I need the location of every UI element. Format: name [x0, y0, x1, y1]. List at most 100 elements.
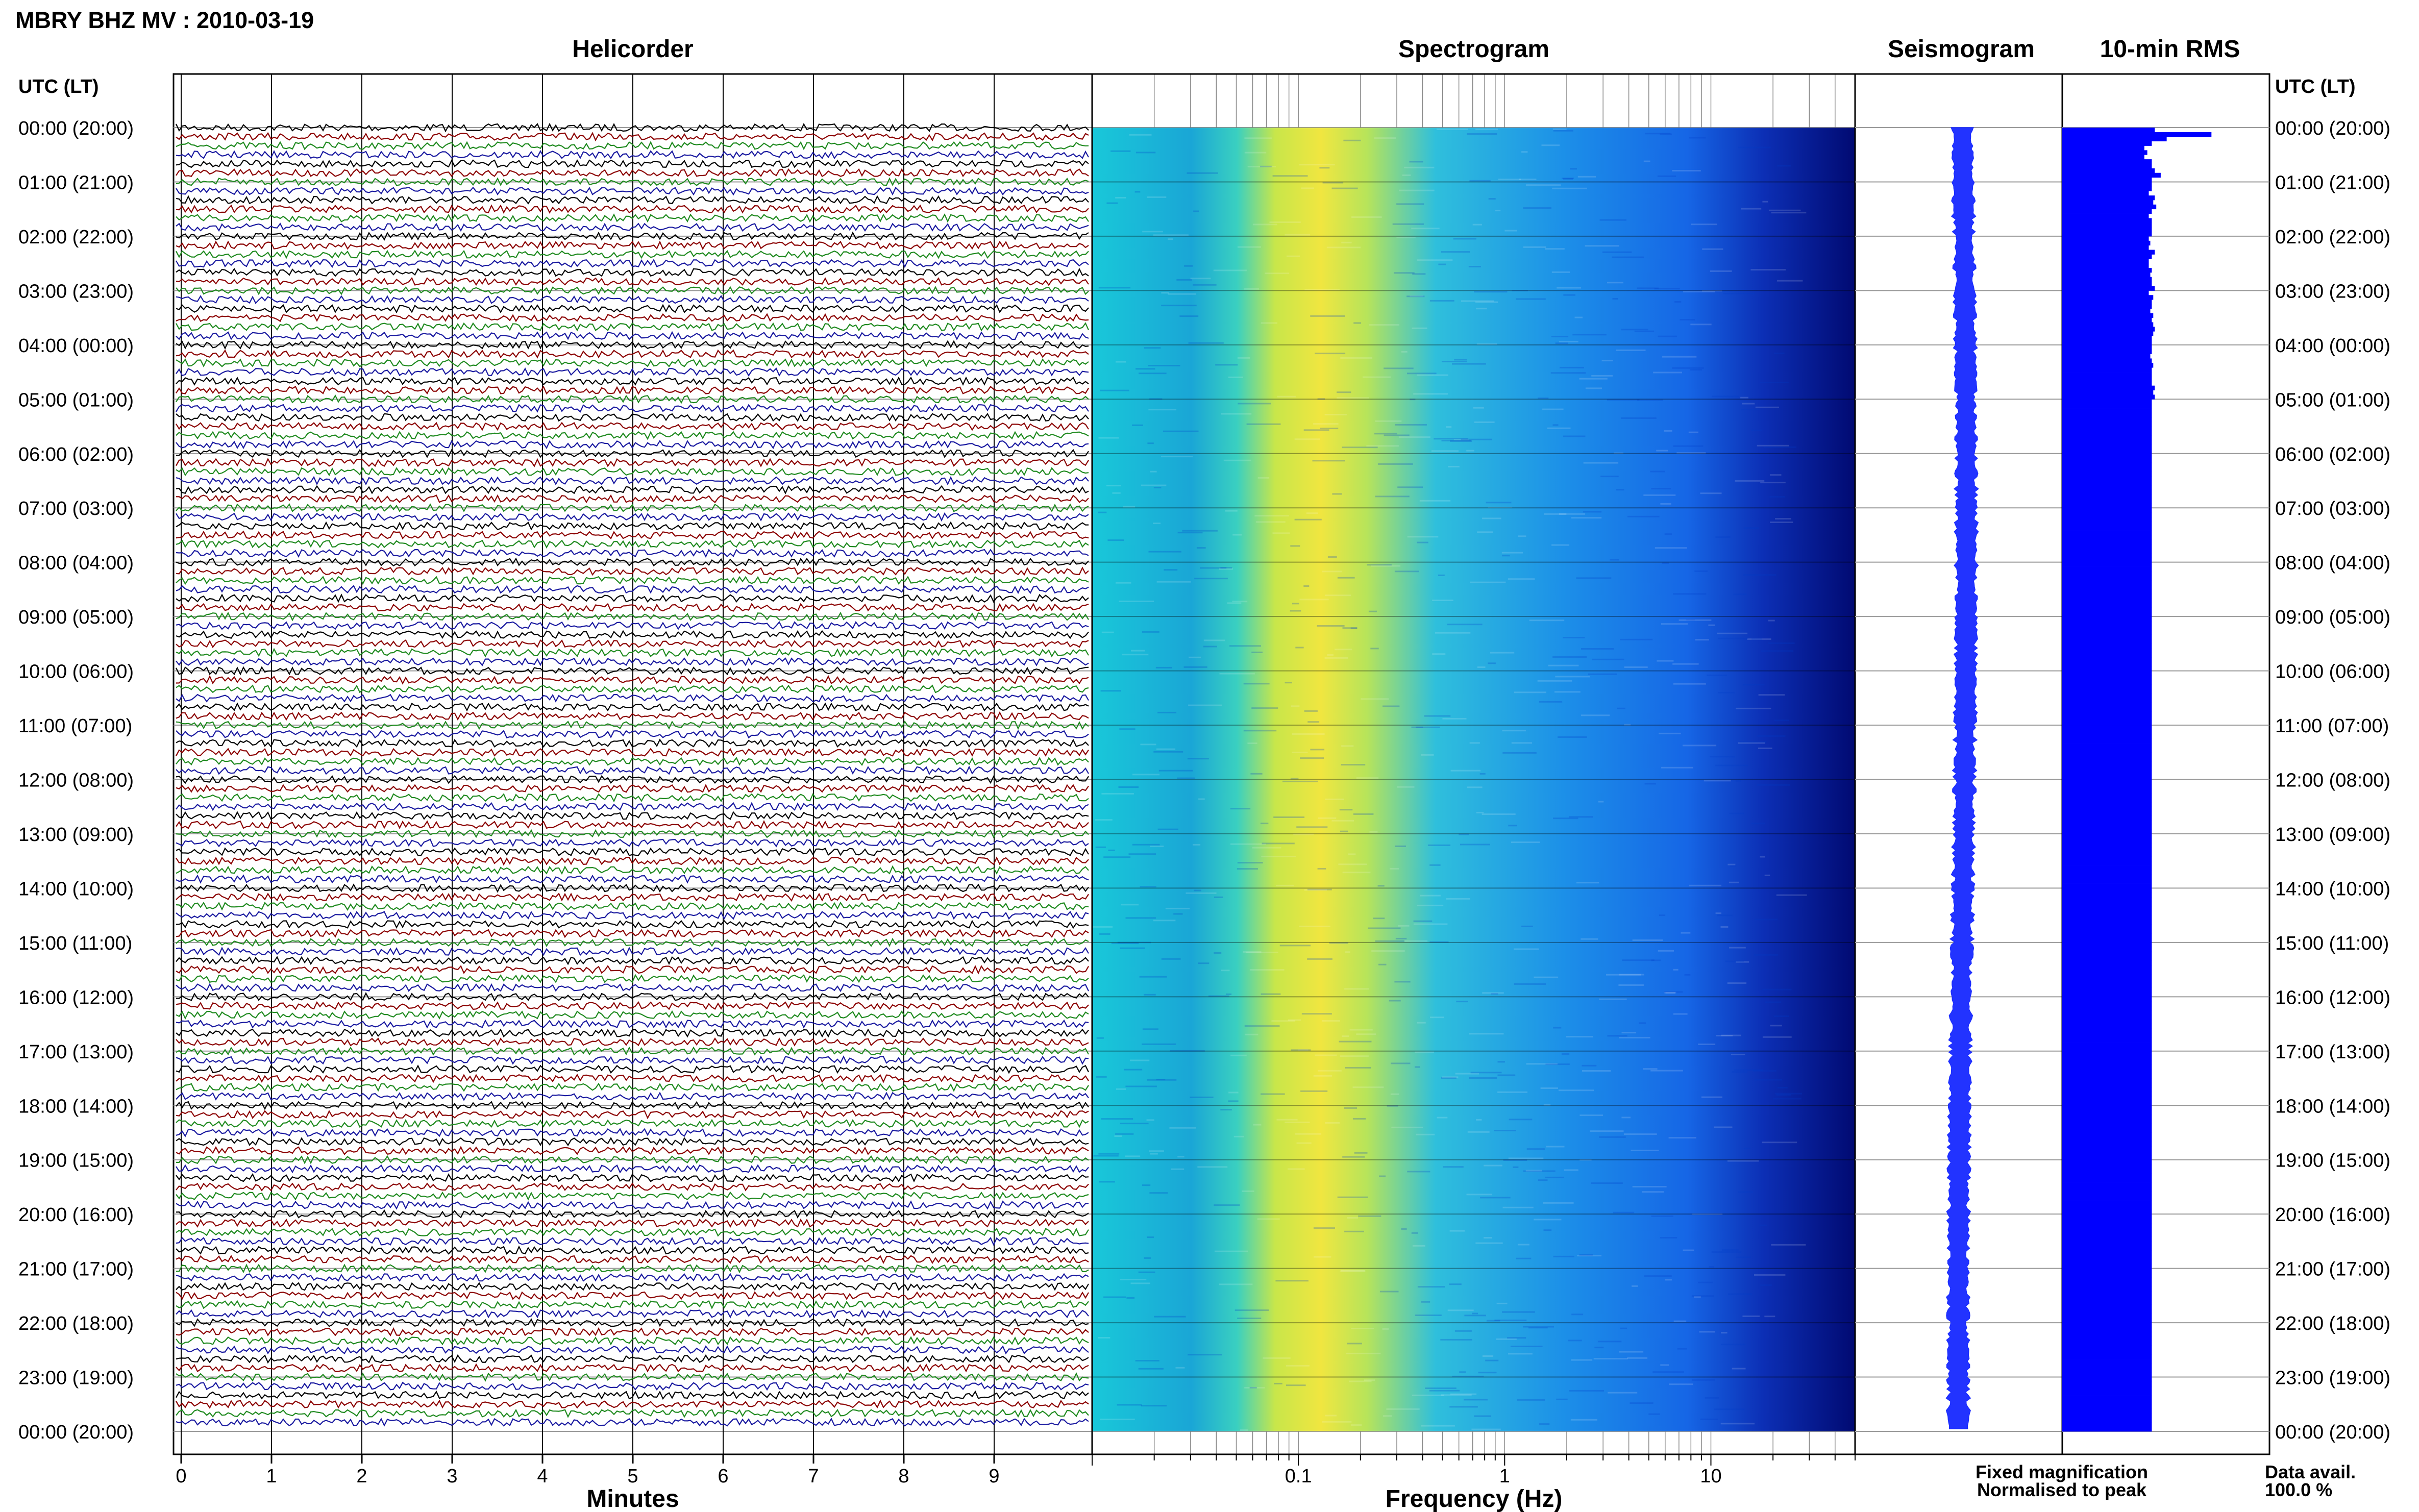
rms-bar: [2062, 1399, 2152, 1405]
rms-bar: [2062, 915, 2152, 920]
rms-bar: [2062, 1313, 2152, 1319]
rms-bar: [2062, 625, 2152, 631]
rms-bar: [2062, 494, 2152, 499]
hour-label: 16:00 (12:00): [18, 987, 134, 1008]
rms-bar: [2062, 616, 2152, 622]
hour-label: 15:00 (11:00): [2275, 933, 2389, 954]
rms-bar: [2062, 1404, 2152, 1409]
rms-bar: [2062, 1318, 2152, 1323]
helicorder-trace: [176, 1372, 1089, 1382]
rms-bar: [2062, 1014, 2152, 1020]
rms-bar: [2062, 1255, 2152, 1260]
time-axis-label-right: UTC (LT): [2275, 76, 2356, 97]
rms-bar: [2062, 327, 2155, 332]
rms-bar: [2062, 661, 2152, 667]
helicorder-trace: [176, 1418, 1089, 1427]
helicorder-trace: [176, 566, 1089, 576]
rms-bar: [2062, 924, 2152, 929]
rms-bar: [2062, 1069, 2152, 1074]
helicorder-trace: [176, 1218, 1089, 1228]
hour-label: 02:00 (22:00): [2275, 227, 2390, 248]
helicorder-trace: [176, 195, 1089, 205]
helicorder-trace: [176, 947, 1089, 956]
rms-bar: [2062, 657, 2152, 662]
rms-bar: [2062, 874, 2152, 880]
rms-bar: [2062, 1155, 2152, 1160]
rms-bar: [2062, 847, 2152, 852]
helicorder-trace: [176, 1236, 1089, 1246]
helicorder-trace: [176, 1300, 1089, 1309]
helicorder-trace: [176, 883, 1089, 893]
hour-label: 05:00 (01:00): [18, 389, 134, 411]
hour-label: 03:00 (23:00): [2275, 281, 2390, 302]
rms-bar: [2062, 195, 2155, 201]
helicorder-trace: [176, 1092, 1089, 1101]
rms-bar: [2062, 281, 2152, 286]
rms-bar: [2062, 240, 2151, 246]
rms-bar: [2062, 172, 2161, 178]
rms-bar: [2062, 711, 2152, 716]
rms-bar: [2062, 213, 2149, 218]
rms-bar: [2062, 820, 2152, 825]
helicorder-trace: [176, 476, 1089, 486]
rms-bar: [2062, 702, 2152, 707]
helicorder-trace: [176, 729, 1089, 739]
rms-bar: [2062, 630, 2152, 635]
helicorder-trace: [176, 693, 1089, 703]
rms-bar: [2062, 530, 2152, 535]
rms-bar: [2062, 191, 2149, 196]
hour-label: 12:00 (08:00): [2275, 770, 2390, 791]
rms-bar: [2062, 358, 2152, 363]
hour-label: 20:00 (16:00): [18, 1204, 134, 1226]
rms-bar: [2062, 1028, 2152, 1033]
rms-bar: [2062, 1205, 2152, 1210]
rms-bar: [2062, 331, 2154, 336]
rms-bar: [2062, 942, 2152, 948]
figure-title: MBRY BHZ MV : 2010-03-19: [15, 7, 314, 33]
seismogram-title: Seismogram: [1888, 36, 2035, 63]
frequency-tick-label: 0.1: [1285, 1466, 1312, 1487]
helicorder-trace: [176, 140, 1089, 151]
legend-normalised-to-peak: Normalised to peak: [1977, 1479, 2147, 1500]
rms-bar: [2062, 1368, 2152, 1373]
rms-bar: [2062, 431, 2152, 436]
helicorder-trace: [176, 721, 1089, 730]
rms-bar: [2062, 1273, 2152, 1278]
rms-bar: [2062, 1019, 2152, 1024]
rms-bar: [2062, 1191, 2152, 1197]
rms-bar: [2062, 833, 2152, 839]
helicorder-trace: [176, 1119, 1089, 1128]
rms-bar: [2062, 277, 2152, 282]
rms-bar: [2062, 698, 2152, 703]
helicorder-trace: [176, 856, 1089, 866]
minute-tick-label: 7: [808, 1466, 819, 1487]
hour-label: 01:00 (21:00): [18, 172, 134, 193]
helicorder-trace: [176, 1263, 1089, 1274]
rms-bar: [2062, 1427, 2152, 1432]
hour-label: 00:00 (20:00): [2275, 1422, 2390, 1443]
helicorder-trace: [176, 349, 1089, 359]
helicorder-trace: [176, 132, 1089, 142]
helicorder-trace: [176, 331, 1089, 340]
helicorder-trace: [176, 1101, 1089, 1110]
rms-bar: [2062, 906, 2152, 911]
helicorder-trace: [176, 1273, 1089, 1282]
helicorder-trace: [176, 630, 1089, 639]
helicorder-trace: [176, 1336, 1089, 1346]
rms-bar: [2062, 1119, 2152, 1124]
rms-bar: [2062, 1219, 2152, 1224]
helicorder-trace: [176, 204, 1089, 214]
rms-bar: [2062, 725, 2152, 730]
rms-bar: [2062, 675, 2152, 680]
helicorder-trace: [176, 585, 1089, 594]
helicorder-trace: [176, 910, 1089, 920]
rms-bar: [2062, 136, 2167, 142]
helicorder-trace: [176, 576, 1089, 585]
rms-bar: [2062, 571, 2152, 576]
rms-bar: [2062, 1263, 2152, 1269]
rms-bar: [2062, 852, 2152, 857]
rms-bar: [2062, 784, 2152, 789]
rms-bar: [2062, 965, 2152, 970]
rms-bar: [2062, 585, 2152, 590]
